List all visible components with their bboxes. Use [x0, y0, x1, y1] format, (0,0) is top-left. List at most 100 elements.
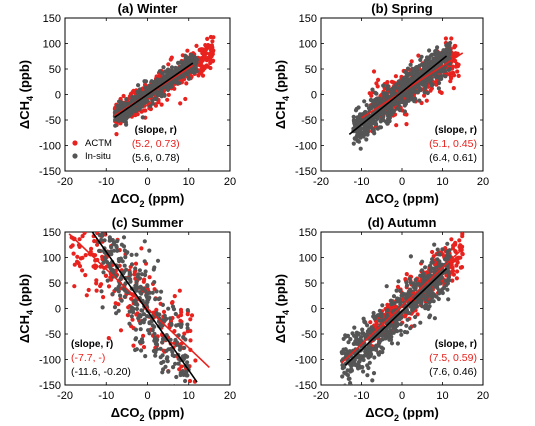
- fit-line-in-situ: [91, 232, 198, 383]
- point-in-situ: [175, 392, 179, 396]
- point-in-situ: [114, 311, 119, 316]
- point-in-situ: [356, 366, 361, 371]
- point-in-situ: [423, 265, 428, 270]
- point-in-situ: [180, 369, 185, 374]
- point-in-situ: [160, 302, 165, 307]
- point-in-situ: [154, 97, 159, 102]
- point-actm: [141, 333, 146, 338]
- point-in-situ: [170, 353, 175, 358]
- point-in-situ: [103, 213, 107, 217]
- y-tick-label: -50: [301, 329, 317, 341]
- point-in-situ: [434, 265, 439, 270]
- x-tick-label: -10: [354, 176, 370, 188]
- point-in-situ: [388, 302, 394, 307]
- point-in-situ: [100, 305, 105, 310]
- point-in-situ: [173, 361, 178, 366]
- point-in-situ: [140, 115, 145, 120]
- point-in-situ: [398, 288, 403, 293]
- point-in-situ: [446, 53, 451, 58]
- point-actm: [168, 57, 173, 62]
- point-actm: [106, 336, 111, 341]
- point-actm: [104, 223, 108, 227]
- x-tick-label: -20: [313, 390, 329, 402]
- point-in-situ: [147, 321, 152, 326]
- point-in-situ: [134, 279, 139, 284]
- point-actm: [183, 96, 188, 102]
- point-actm: [393, 74, 398, 79]
- point-actm: [451, 272, 456, 277]
- point-in-situ: [130, 306, 135, 312]
- point-in-situ: [174, 397, 178, 401]
- y-tick-label: -100: [295, 355, 317, 367]
- point-in-situ: [377, 339, 382, 344]
- point-in-situ: [422, 90, 427, 95]
- point-in-situ: [140, 104, 145, 109]
- point-in-situ: [152, 280, 157, 285]
- point-in-situ: [162, 313, 167, 318]
- point-actm: [457, 238, 462, 243]
- point-in-situ: [161, 367, 166, 372]
- fit-line-in-situ: [344, 267, 448, 366]
- point-actm: [132, 272, 137, 277]
- point-in-situ: [404, 71, 409, 76]
- point-in-situ: [183, 57, 188, 63]
- point-actm: [429, 86, 434, 91]
- point-in-situ: [430, 257, 435, 262]
- point-in-situ: [437, 259, 442, 264]
- point-in-situ: [427, 48, 432, 53]
- point-in-situ: [447, 43, 452, 49]
- point-in-situ: [143, 269, 148, 274]
- point-in-situ: [439, 275, 444, 280]
- point-in-situ: [137, 268, 142, 273]
- point-actm: [452, 45, 457, 50]
- point-in-situ: [405, 66, 411, 71]
- point-in-situ: [361, 369, 366, 374]
- point-in-situ: [360, 327, 365, 332]
- point-in-situ: [435, 247, 440, 252]
- point-in-situ: [160, 340, 165, 345]
- point-in-situ: [425, 90, 430, 96]
- point-in-situ: [151, 82, 156, 88]
- x-tick-label: -20: [313, 176, 329, 188]
- point-in-situ: [404, 98, 409, 103]
- point-in-situ: [379, 311, 384, 317]
- point-actm: [450, 64, 455, 69]
- point-in-situ: [138, 313, 143, 318]
- point-in-situ: [364, 103, 369, 108]
- point-actm: [91, 264, 96, 269]
- point-actm: [193, 358, 198, 363]
- y-tick-label: 0: [311, 304, 317, 316]
- point-in-situ: [343, 371, 348, 376]
- point-actm: [459, 265, 465, 270]
- point-in-situ: [149, 79, 154, 84]
- point-in-situ: [351, 362, 356, 367]
- point-in-situ: [433, 74, 438, 80]
- point-in-situ: [436, 86, 441, 91]
- point-in-situ: [370, 347, 375, 352]
- point-in-situ: [127, 108, 132, 113]
- point-in-situ: [445, 287, 450, 292]
- point-in-situ: [382, 107, 387, 112]
- point-actm: [101, 295, 106, 300]
- point-in-situ: [152, 338, 157, 343]
- point-in-situ: [185, 72, 190, 77]
- point-in-situ: [111, 248, 117, 253]
- point-in-situ: [385, 121, 390, 126]
- point-in-situ: [181, 74, 186, 79]
- point-actm: [69, 216, 73, 220]
- y-tick-label: 0: [55, 90, 61, 102]
- point-actm: [94, 278, 99, 283]
- point-in-situ: [185, 326, 190, 331]
- point-in-situ: [404, 90, 409, 95]
- point-in-situ: [436, 252, 441, 257]
- point-in-situ: [131, 105, 136, 110]
- point-actm: [369, 93, 374, 98]
- point-in-situ: [414, 303, 419, 308]
- point-actm: [179, 310, 184, 315]
- point-actm: [200, 73, 206, 78]
- x-tick-label: 0: [144, 176, 150, 188]
- point-in-situ: [427, 55, 432, 60]
- point-actm: [94, 281, 99, 286]
- point-actm: [113, 301, 118, 306]
- x-tick-label: -20: [57, 176, 73, 188]
